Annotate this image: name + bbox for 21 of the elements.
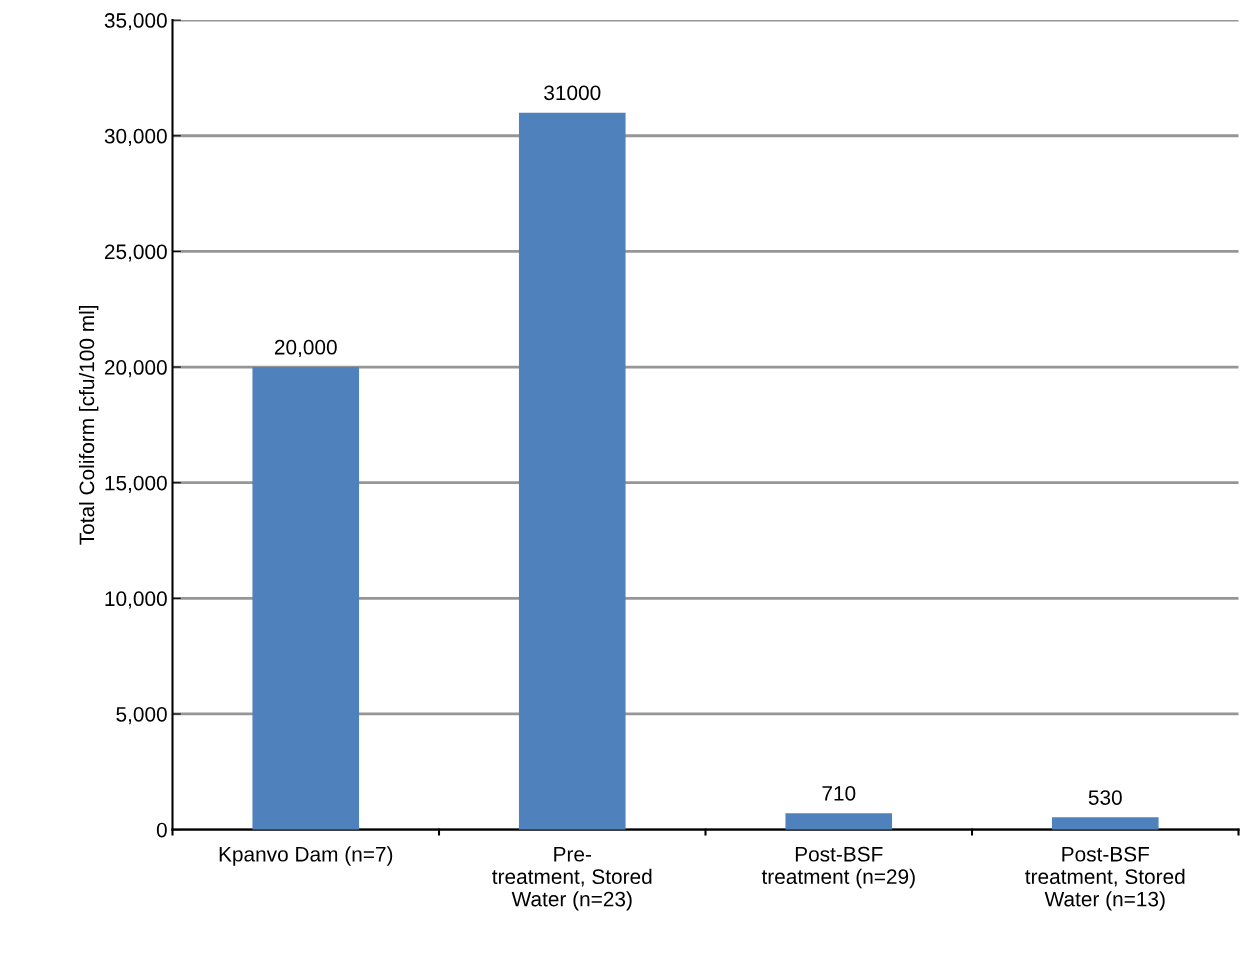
data-label: 530	[1088, 790, 1122, 805]
y-tick-label: 0	[156, 822, 167, 838]
x-tick-label: Kpanvo Dam (n=7)	[219, 846, 393, 866]
data-label: 710	[822, 786, 856, 801]
x-tick-label: Post-BSF treatment, Stored Water (n=13)	[1025, 846, 1185, 911]
bar	[1051, 817, 1159, 830]
y-tick-label: 30,000	[104, 128, 167, 146]
y-tick-label: 35,000	[104, 13, 167, 31]
bar	[785, 813, 893, 830]
y-tick-label: 20,000	[104, 360, 167, 378]
y-tick-label: 5,000	[116, 706, 167, 725]
y-tick-label: 25,000	[104, 244, 167, 262]
y-tick-label: 15,000	[105, 475, 167, 493]
bar	[518, 112, 626, 830]
y-tick-label: 10,000	[105, 591, 167, 609]
bar	[252, 367, 360, 830]
x-tick-label: Pre- treatment, Stored Water (n=23)	[492, 847, 652, 911]
data-label: 31000	[544, 85, 601, 101]
data-label: 20,000	[274, 339, 337, 358]
y-axis-title: Total Coliform [cfu/100 ml]	[78, 305, 99, 545]
x-tick-label: Post-BSF treatment (n=29)	[761, 846, 915, 889]
